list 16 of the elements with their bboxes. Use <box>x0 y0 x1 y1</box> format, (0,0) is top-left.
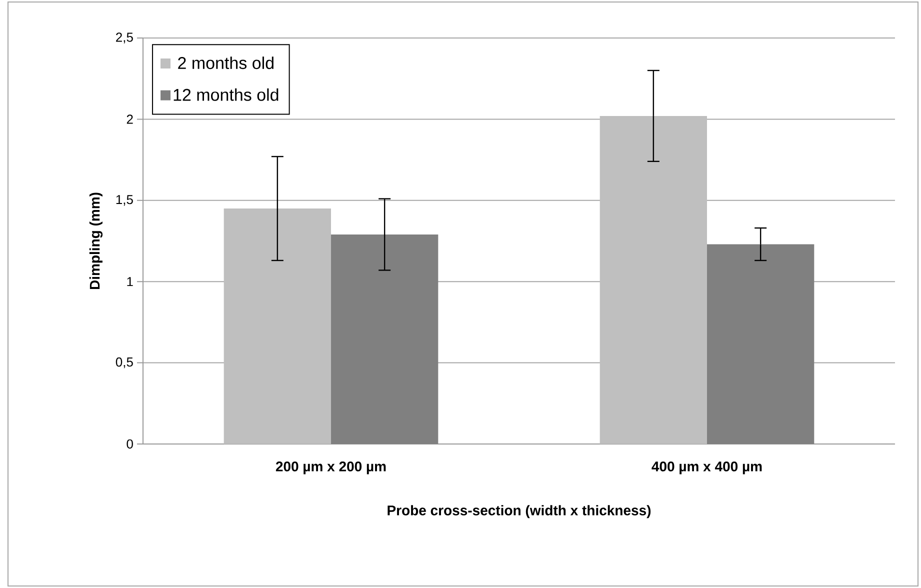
legend-label: 12 months old <box>174 88 278 101</box>
bar <box>600 116 708 444</box>
y-tick-label: 0,5 <box>116 357 133 368</box>
x-axis-title: Probe cross-section (width x thickness) <box>388 505 651 518</box>
y-tick-label: 2,5 <box>116 32 133 44</box>
x-tick-label: 400 µm x 400 µm <box>652 462 762 474</box>
y-tick-label: 0 <box>126 439 133 449</box>
bar <box>707 244 814 444</box>
y-axis-title: Dimpling (mm) <box>89 192 103 290</box>
y-tick-label: 1,5 <box>116 195 133 206</box>
x-tick-label: 200 µm x 200 µm <box>276 462 386 474</box>
bar <box>224 208 332 444</box>
legend-label: 2 months old <box>178 56 274 70</box>
y-tick-label: 1 <box>127 277 133 286</box>
y-tick-label: 2 <box>126 114 133 124</box>
bar <box>331 234 438 444</box>
